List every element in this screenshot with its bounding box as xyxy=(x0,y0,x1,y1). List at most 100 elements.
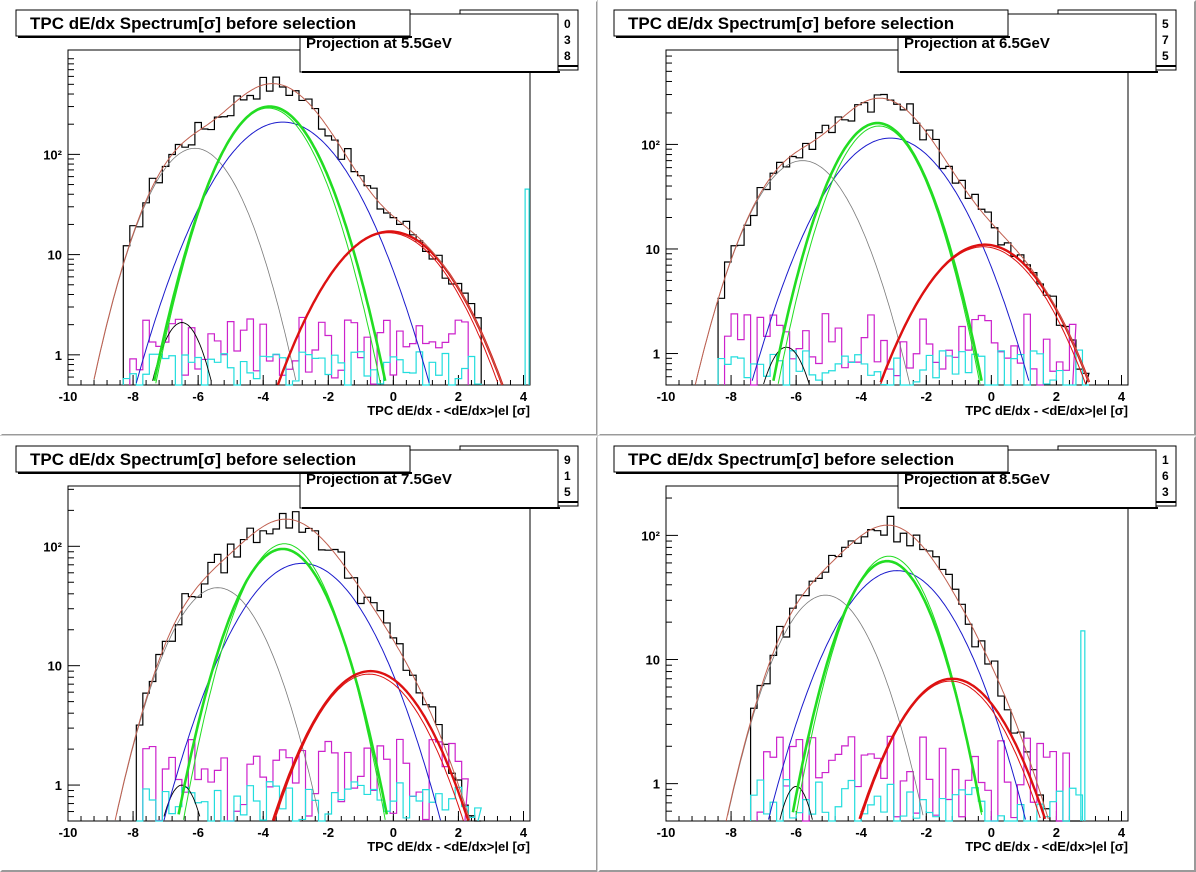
title-box xyxy=(15,9,411,37)
y-tick-label: 10² xyxy=(641,528,660,543)
projection-label: Projection at 7.5GeV xyxy=(306,471,452,488)
plot-pad-8-5gev: -10 -8 -6 -4 -2 0 2 4 1 10 10² 1 6 3 Projection at 8.5… xyxy=(597,435,1196,872)
magenta-histogram xyxy=(129,316,469,385)
x-tick-label: 2 xyxy=(455,825,462,840)
x-tick-label: -10 xyxy=(657,389,676,404)
cyan-histogram xyxy=(122,351,482,386)
spectrum-chart: -10 -8 -6 -4 -2 0 2 4 1 10 10² 5 7 5 Projection at 6.5… xyxy=(613,9,1177,418)
title-box xyxy=(15,445,411,473)
x-tick-label: -2 xyxy=(323,389,335,404)
proton-fit-curve xyxy=(772,121,983,381)
x-tick-label: -4 xyxy=(257,389,269,404)
pion-fit-curve xyxy=(135,121,430,384)
low-fit-curve xyxy=(763,346,810,385)
stat-value: 8 xyxy=(564,49,571,63)
x-tick-label: -8 xyxy=(725,825,737,840)
total-fit-curve xyxy=(114,518,471,821)
chart-title: TPC dE/dx Spectrum[σ] before selection xyxy=(30,14,356,33)
stat-value: 1 xyxy=(564,469,571,483)
electron-fit-curve-thin xyxy=(274,673,464,821)
x-tick-label: 0 xyxy=(988,825,995,840)
kaon-fit-curve xyxy=(116,587,319,814)
y-tick-label: 10 xyxy=(646,653,660,668)
x-tick-label: -8 xyxy=(127,389,139,404)
x-tick-label: 4 xyxy=(520,389,528,404)
x-axis-title: TPC dE/dx - <dE/dx>|el [σ] xyxy=(367,403,530,418)
stat-value: 0 xyxy=(564,17,571,31)
y-tick-label: 10² xyxy=(641,137,660,152)
projection-label: Projection at 8.5GeV xyxy=(904,471,1050,488)
x-tick-label: 0 xyxy=(390,389,397,404)
cyan-histogram xyxy=(136,781,482,822)
x-tick-label: -8 xyxy=(725,389,737,404)
plot-pad-6-5gev: -10 -8 -6 -4 -2 0 2 4 1 10 10² 5 7 5 Projection at 6.5… xyxy=(597,0,1196,437)
stat-value: 7 xyxy=(1162,33,1169,47)
proton-fit-curve xyxy=(791,559,983,813)
y-tick-label: 10 xyxy=(48,659,62,674)
stat-value: 6 xyxy=(1162,469,1169,483)
x-axis-title: TPC dE/dx - <dE/dx>|el [σ] xyxy=(965,403,1128,418)
title-box xyxy=(613,9,1009,37)
data-histogram xyxy=(717,93,1090,386)
x-axis-title: TPC dE/dx - <dE/dx>|el [σ] xyxy=(367,839,530,854)
x-tick-label: -6 xyxy=(192,389,204,404)
x-tick-label: -4 xyxy=(257,825,269,840)
chart-title: TPC dE/dx Spectrum[σ] before selection xyxy=(628,450,954,469)
x-tick-label: -6 xyxy=(790,389,802,404)
stat-value: 5 xyxy=(1162,49,1169,63)
data-histogram xyxy=(122,76,482,385)
total-fit-curve xyxy=(725,524,1049,822)
x-tick-label: -4 xyxy=(855,389,867,404)
stat-value: 1 xyxy=(1162,453,1169,467)
electron-fit-curve xyxy=(858,677,1047,820)
proton-fit-curve xyxy=(177,547,389,815)
plot-frame xyxy=(67,49,531,386)
x-tick-label: -2 xyxy=(323,825,335,840)
y-tick-label: 10 xyxy=(48,248,62,263)
plot-pad-5-5gev: -10 -8 -6 -4 -2 0 2 4 1 10 10² 0 3 8 Projection at 5.5… xyxy=(0,0,599,437)
x-tick-label: 4 xyxy=(1118,389,1126,404)
stat-value: 5 xyxy=(1162,17,1169,31)
spectrum-chart: -10 -8 -6 -4 -2 0 2 4 1 10 10² 9 1 5 Projection at 7.5… xyxy=(15,445,579,854)
x-tick-label: 2 xyxy=(1053,825,1060,840)
cyan-histogram xyxy=(749,779,1084,822)
x-tick-label: 2 xyxy=(455,389,462,404)
proton-fit-curve xyxy=(152,105,387,382)
y-tick-label: 1 xyxy=(55,778,62,793)
cyan-spike xyxy=(524,188,530,385)
projection-box xyxy=(897,13,1157,73)
chart-title: TPC dE/dx Spectrum[σ] before selection xyxy=(628,14,954,33)
pion-fit-curve xyxy=(751,137,1030,381)
stat-value: 3 xyxy=(564,33,571,47)
x-tick-label: -2 xyxy=(921,389,933,404)
projection-label: Projection at 6.5GeV xyxy=(904,35,1050,52)
x-tick-label: -4 xyxy=(855,825,867,840)
data-histogram xyxy=(135,511,482,822)
chart-title: TPC dE/dx Spectrum[σ] before selection xyxy=(30,450,356,469)
y-tick-label: 1 xyxy=(653,347,660,362)
y-tick-label: 1 xyxy=(653,777,660,792)
x-tick-label: -2 xyxy=(921,825,933,840)
plot-pad-7-5gev: -10 -8 -6 -4 -2 0 2 4 1 10 10² 9 1 5 Projection at 7.5… xyxy=(0,435,599,872)
x-tick-label: -8 xyxy=(127,825,139,840)
y-tick-label: 10² xyxy=(43,147,62,162)
low-fit-curve xyxy=(779,785,813,820)
proton-fit-curve-thin xyxy=(777,125,981,384)
plot-frame xyxy=(665,485,1129,822)
y-tick-label: 10 xyxy=(646,242,660,257)
cyan-spike xyxy=(1080,630,1086,821)
x-tick-label: -10 xyxy=(59,389,78,404)
y-tick-label: 1 xyxy=(55,348,62,363)
x-tick-label: -10 xyxy=(59,825,78,840)
spectrum-chart: -10 -8 -6 -4 -2 0 2 4 1 10 10² 0 3 8 Projection at 5.5… xyxy=(15,9,579,418)
x-tick-label: -6 xyxy=(192,825,204,840)
proton-fit-curve-thin xyxy=(183,543,386,820)
x-tick-label: -6 xyxy=(790,825,802,840)
y-tick-label: 10² xyxy=(43,539,62,554)
stat-value: 3 xyxy=(1162,485,1169,499)
x-tick-label: -10 xyxy=(657,825,676,840)
electron-fit-curve-thin xyxy=(860,680,1041,819)
kaon-fit-curve xyxy=(727,594,924,816)
stat-value: 5 xyxy=(564,485,571,499)
x-axis-title: TPC dE/dx - <dE/dx>|el [σ] xyxy=(965,839,1128,854)
